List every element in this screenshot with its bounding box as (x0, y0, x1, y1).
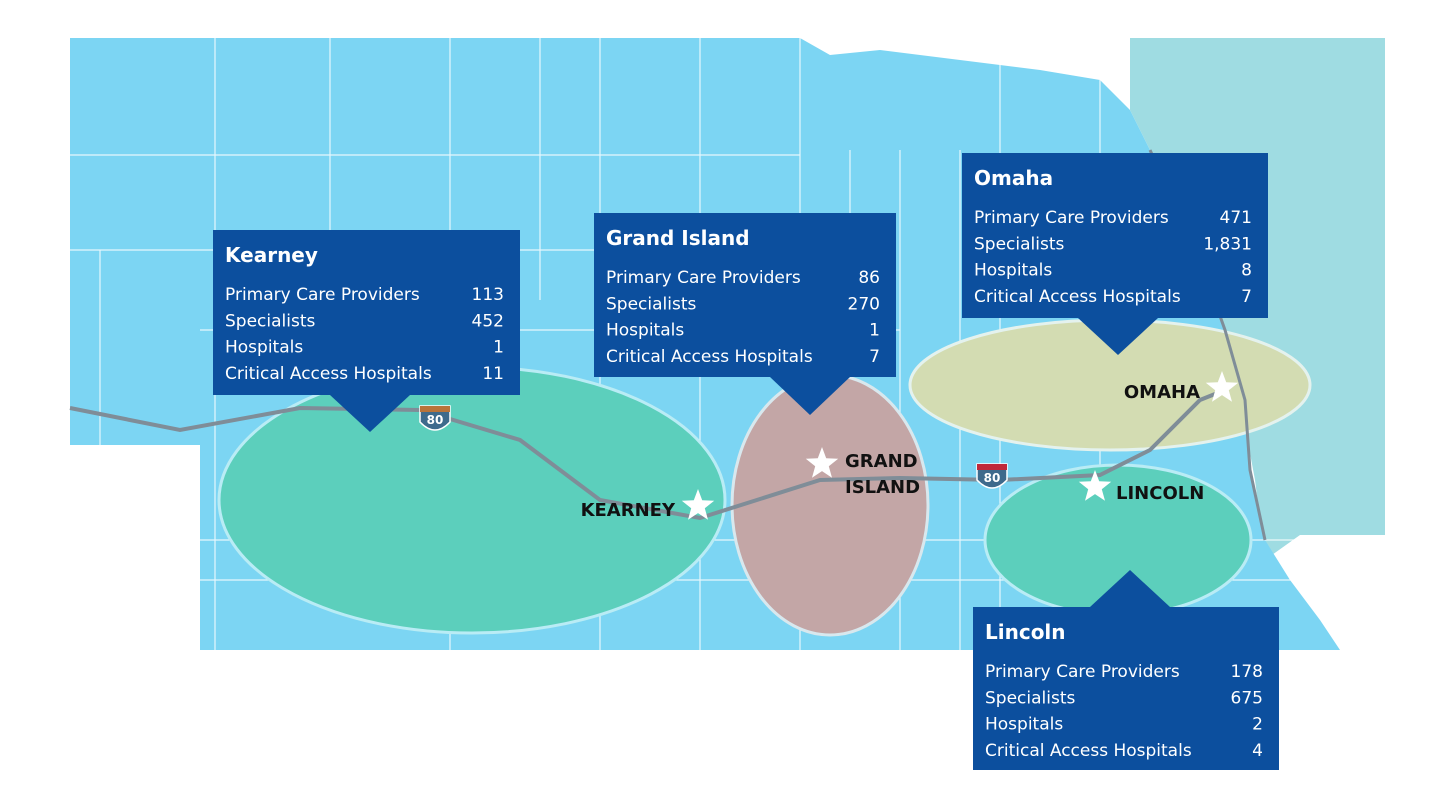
row-value: 1,831 (1203, 234, 1252, 254)
callout-title: Lincoln (985, 620, 1066, 644)
callout-pointer (330, 395, 410, 432)
row-value: 471 (1220, 208, 1252, 228)
city-star (1078, 470, 1112, 501)
interstate (69, 388, 1226, 521)
row-value: 270 (848, 294, 880, 314)
callout-pointer (1090, 570, 1170, 607)
callout-title: Kearney (225, 243, 318, 267)
row-label: Specialists (974, 234, 1064, 254)
city-label: GRAND (845, 451, 918, 472)
row-label: Hospitals (606, 321, 684, 341)
row-value: 86 (858, 268, 880, 288)
row-value: 178 (1231, 662, 1263, 682)
callout-pointer (1078, 318, 1158, 355)
row-value: 7 (869, 347, 880, 367)
row-value: 4 (1252, 741, 1263, 761)
row-label: Hospitals (985, 715, 1063, 735)
labels: 80 80 KEARNEY GRAND ISLAND OMAHA LINCOLN Kearne… (213, 153, 1279, 770)
row-label: Hospitals (225, 338, 303, 358)
row-label: Specialists (985, 688, 1075, 708)
city-label: LINCOLN (1116, 483, 1204, 504)
row-value: 675 (1231, 688, 1263, 708)
grand-island-region (730, 373, 930, 637)
city-label: OMAHA (1124, 382, 1200, 403)
shield-top (977, 464, 1007, 470)
row-label: Critical Access Hospitals (974, 287, 1181, 307)
row-label: Primary Care Providers (985, 662, 1180, 682)
city-star (1205, 371, 1239, 402)
shield-top (420, 406, 450, 412)
callout-pointer (770, 377, 850, 415)
row-label: Primary Care Providers (974, 208, 1169, 228)
shield-label: 80 (984, 471, 1001, 485)
row-value: 452 (472, 311, 504, 331)
city-star (681, 489, 715, 520)
city-star (805, 447, 839, 478)
row-label: Hospitals (974, 261, 1052, 281)
row-value: 7 (1241, 287, 1252, 307)
callout-box (973, 607, 1279, 770)
callout-box (213, 230, 520, 395)
city-label: ISLAND (845, 477, 920, 498)
row-label: Primary Care Providers (225, 285, 420, 305)
callout-title: Omaha (974, 166, 1053, 190)
row-label: Critical Access Hospitals (225, 364, 432, 384)
row-value: 2 (1252, 715, 1263, 735)
regions (217, 318, 1312, 637)
callout-box (962, 153, 1268, 318)
row-value: 8 (1241, 261, 1252, 281)
row-label: Primary Care Providers (606, 268, 801, 288)
callout-title: Grand Island (606, 226, 750, 250)
row-value: 11 (482, 364, 504, 384)
row-label: Specialists (225, 311, 315, 331)
row-value: 1 (869, 321, 880, 341)
row-label: Critical Access Hospitals (606, 347, 813, 367)
row-label: Critical Access Hospitals (985, 741, 1192, 761)
row-value: 113 (472, 285, 504, 305)
shield-label: 80 (427, 413, 444, 427)
row-label: Specialists (606, 294, 696, 314)
callout-box (594, 213, 896, 377)
city-label: KEARNEY (581, 500, 676, 521)
row-value: 1 (493, 338, 504, 358)
